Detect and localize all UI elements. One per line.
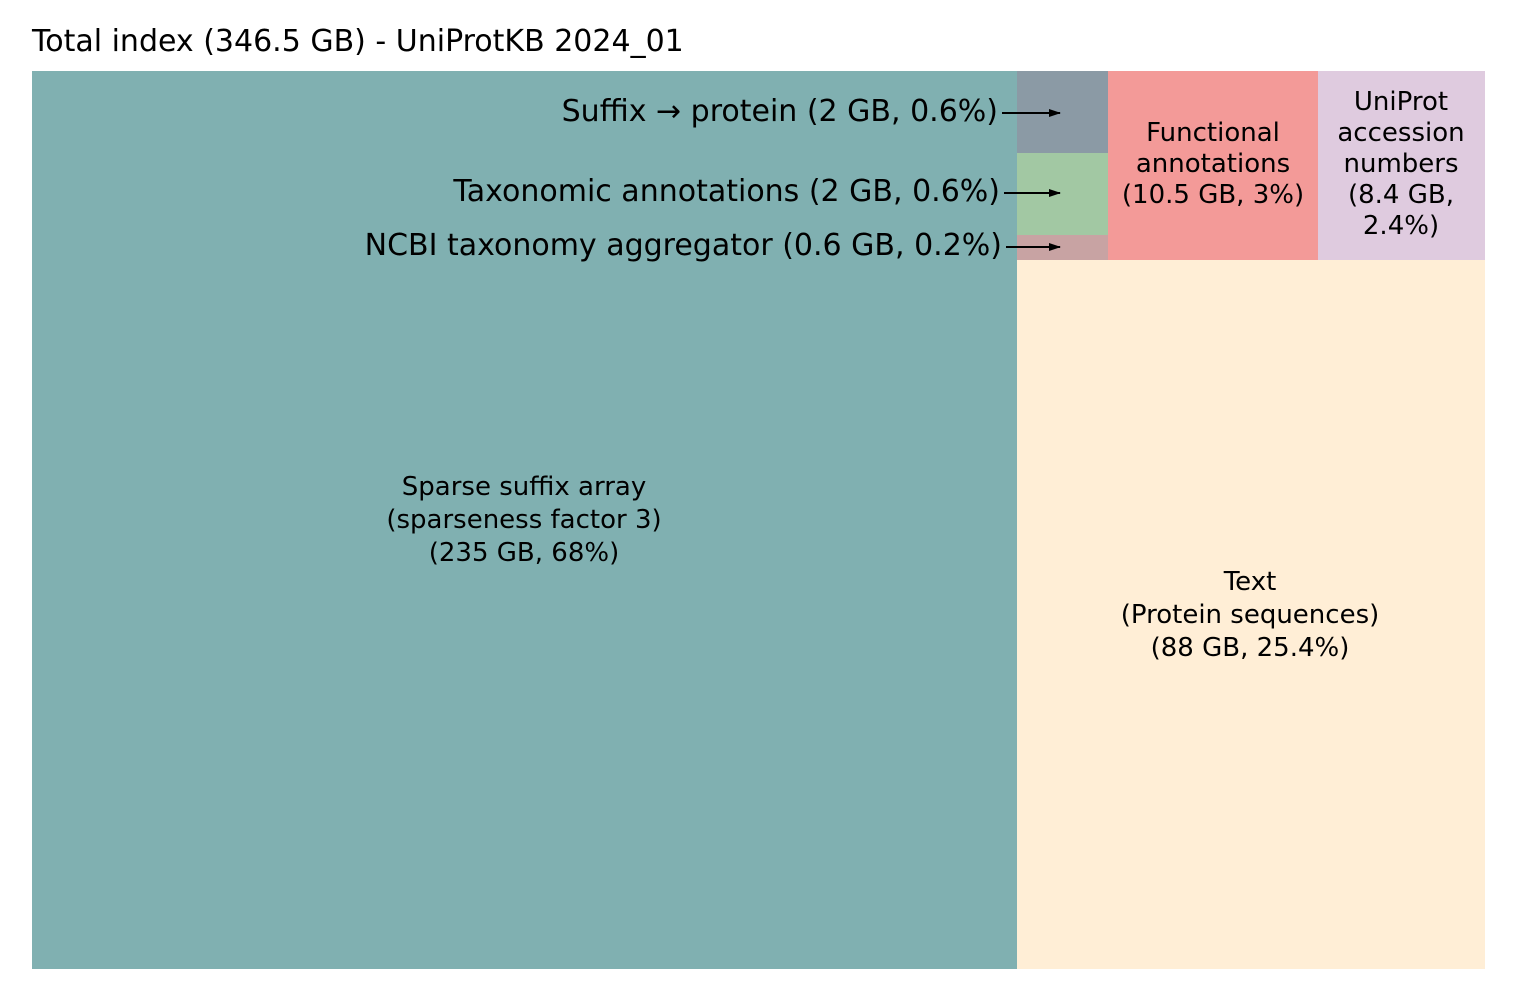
tile-label-uniprot-accession-numbers: accession xyxy=(1337,118,1464,148)
callout-label-ncbi-taxonomy-aggregator: NCBI taxonomy aggregator (0.6 GB, 0.2%) xyxy=(365,228,1002,263)
tile-text xyxy=(1017,260,1485,969)
tile-label-uniprot-accession-numbers: 2.4%) xyxy=(1363,211,1439,241)
tile-label-text: Text xyxy=(1223,567,1277,597)
tile-label-text: (Protein sequences) xyxy=(1121,600,1380,630)
chart-title: Total index (346.5 GB) - UniProtKB 2024_… xyxy=(32,24,684,59)
callout-label-suffix-to-protein: Suffix → protein (2 GB, 0.6%) xyxy=(562,94,998,129)
tile-label-uniprot-accession-numbers: UniProt xyxy=(1354,87,1448,117)
tile-label-functional-annotations: (10.5 GB, 3%) xyxy=(1122,180,1304,210)
tile-label-functional-annotations: Functional xyxy=(1146,118,1280,148)
tile-sparse-suffix-array xyxy=(32,71,1017,969)
tile-label-text: (88 GB, 25.4%) xyxy=(1151,633,1350,663)
callout-label-taxonomic-annotations: Taxonomic annotations (2 GB, 0.6%) xyxy=(452,174,1000,209)
tile-label-sparse-suffix-array: (sparseness factor 3) xyxy=(386,505,661,535)
tile-label-functional-annotations: annotations xyxy=(1136,149,1290,179)
tile-label-sparse-suffix-array: Sparse suffix array xyxy=(402,472,646,502)
tile-uniprot-accession-numbers xyxy=(1318,71,1485,260)
tile-label-uniprot-accession-numbers: numbers xyxy=(1343,149,1458,179)
tile-label-sparse-suffix-array: (235 GB, 68%) xyxy=(429,538,619,568)
tile-functional-annotations xyxy=(1108,71,1318,260)
tile-label-uniprot-accession-numbers: (8.4 GB, xyxy=(1348,180,1454,210)
